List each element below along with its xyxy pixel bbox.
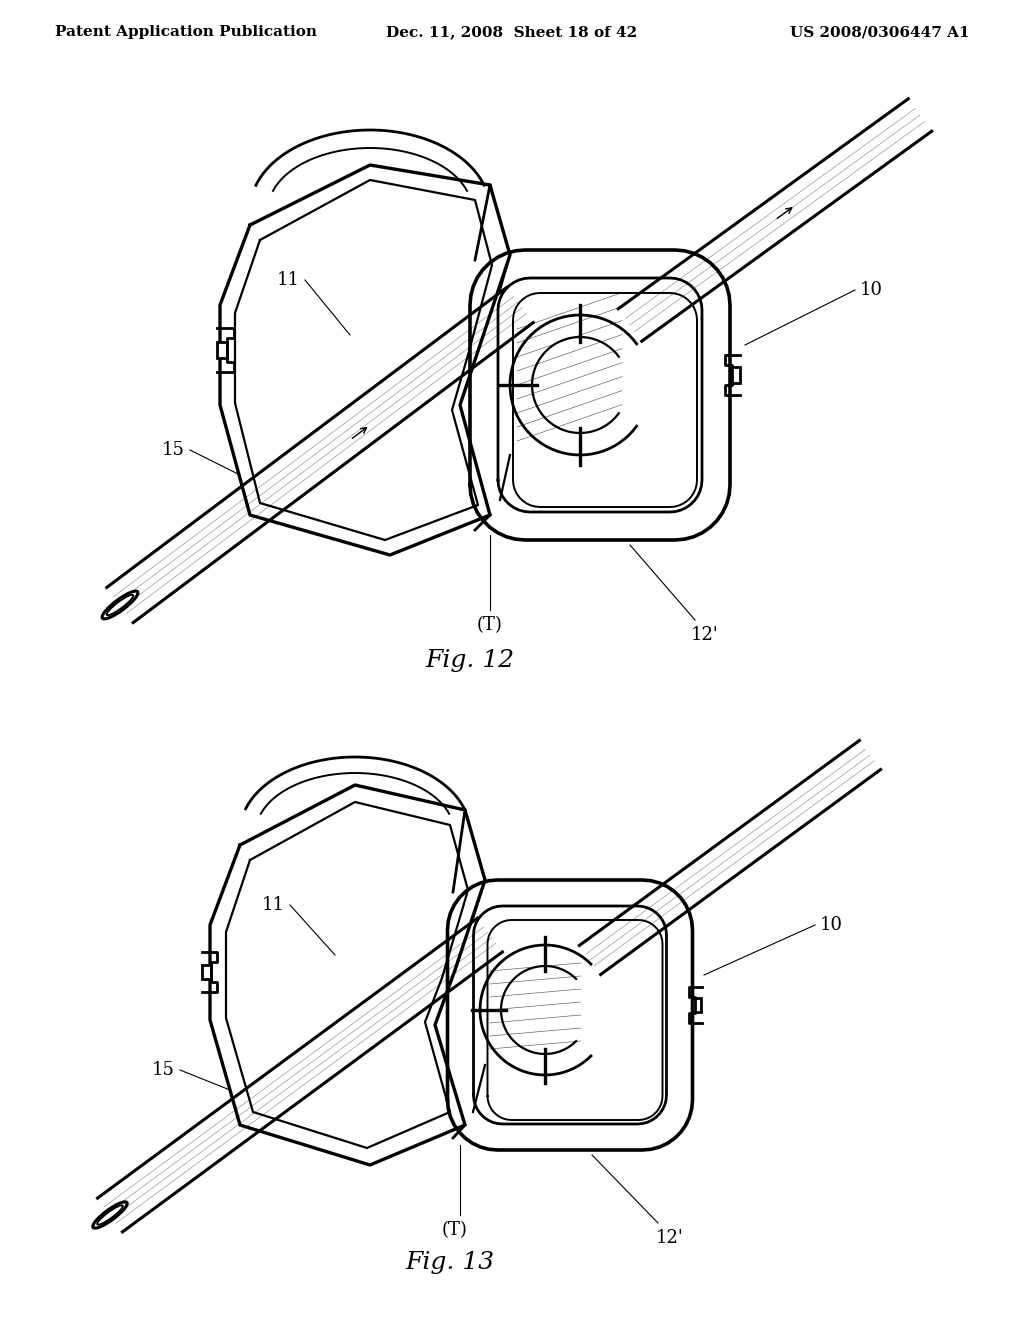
Bar [692, 998, 701, 1012]
Bar [202, 965, 211, 979]
Text: Fig. 13: Fig. 13 [406, 1250, 495, 1274]
Text: US 2008/0306447 A1: US 2008/0306447 A1 [791, 25, 970, 40]
Text: 12': 12' [656, 1229, 684, 1247]
Text: (T): (T) [442, 1221, 468, 1239]
Text: Patent Application Publication: Patent Application Publication [55, 25, 317, 40]
Text: 12': 12' [691, 626, 719, 644]
Text: 10: 10 [860, 281, 883, 300]
Bar [217, 342, 227, 358]
Bar [217, 342, 227, 358]
Bar [692, 998, 701, 1012]
Text: 10: 10 [820, 916, 843, 935]
Text: 11: 11 [262, 896, 285, 913]
Text: Fig. 12: Fig. 12 [425, 648, 515, 672]
Text: 11: 11 [278, 271, 300, 289]
Bar [730, 367, 740, 383]
Text: (T): (T) [477, 616, 503, 634]
Text: 15: 15 [162, 441, 185, 459]
Bar [202, 965, 211, 979]
Bar [730, 367, 740, 383]
Text: 15: 15 [153, 1061, 175, 1078]
Text: Dec. 11, 2008  Sheet 18 of 42: Dec. 11, 2008 Sheet 18 of 42 [386, 25, 638, 40]
